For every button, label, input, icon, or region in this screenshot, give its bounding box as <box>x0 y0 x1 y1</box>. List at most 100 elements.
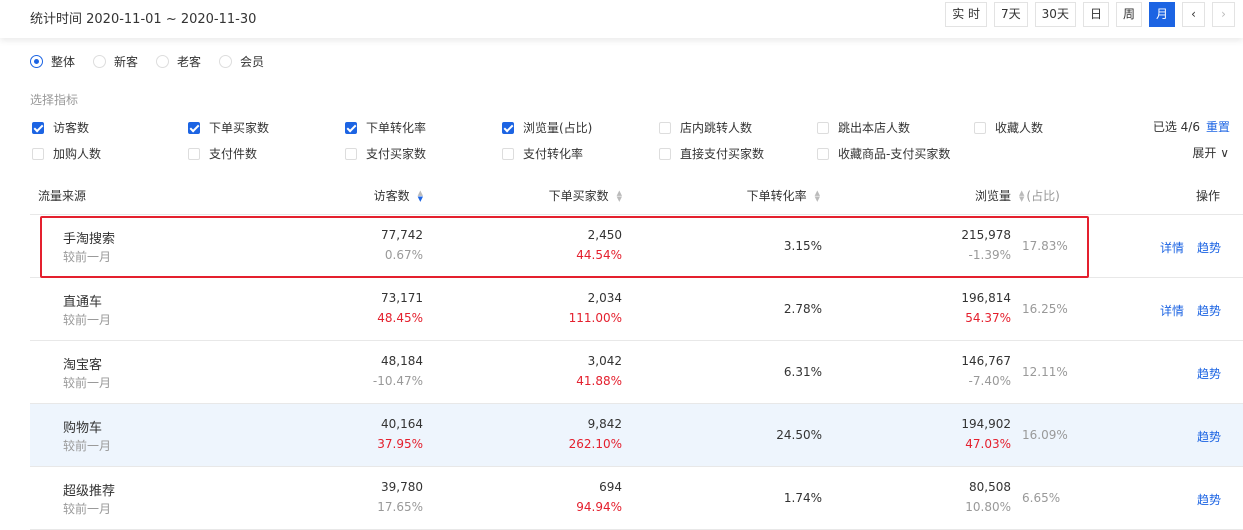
period-7d-button[interactable]: 7天 <box>994 2 1028 27</box>
buyers-change: 41.88% <box>576 374 622 388</box>
metric-checkbox[interactable]: 浏览量(占比) <box>502 119 592 136</box>
col-source: 流量来源 <box>38 189 87 203</box>
compare-label: 较前一月 <box>63 439 112 453</box>
metric-checkbox[interactable]: 下单转化率 <box>345 119 426 136</box>
reset-link[interactable]: 重置 <box>1205 120 1230 134</box>
compare-label: 较前一月 <box>63 502 112 516</box>
metric-label: 店内跳转人数 <box>680 121 753 135</box>
expand-toggle[interactable]: 展开 ∨ <box>1192 146 1229 160</box>
table-row: 直通车 较前一月 73,171 48.45% 2,034 111.00% 2.7… <box>30 278 1243 340</box>
sort-icon[interactable]: ▲ ▼ <box>814 188 820 203</box>
metric-checkbox[interactable]: 收藏商品-支付买家数 <box>817 145 950 162</box>
conversion-rate: 2.78% <box>783 302 822 316</box>
period-30d-button[interactable]: 30天 <box>1034 2 1076 27</box>
views-change: 54.37% <box>965 311 1011 325</box>
segment-label: 整体 <box>51 55 76 69</box>
source-name: 淘宝客 <box>63 358 103 373</box>
metric-checkbox[interactable]: 跳出本店人数 <box>817 119 910 136</box>
metric-label: 收藏商品-支付买家数 <box>838 147 951 161</box>
sort-icon[interactable]: ▲ ▼ <box>1019 188 1025 203</box>
segment-label: 会员 <box>240 55 265 69</box>
visitors-value: 48,184 <box>381 354 423 368</box>
radio-icon <box>156 55 170 68</box>
visitors-value: 40,164 <box>381 417 423 431</box>
visitors-change: 48.45% <box>377 311 423 325</box>
trend-link[interactable]: 趋势 <box>1197 241 1222 255</box>
views-value: 146,767 <box>961 354 1011 368</box>
visitors-change: 37.95% <box>377 437 423 451</box>
buyers-change: 94.94% <box>576 500 622 514</box>
metric-checkbox[interactable]: 直接支付买家数 <box>659 145 764 162</box>
segment-label: 新客 <box>114 55 139 69</box>
buyers-value: 694 <box>599 480 622 494</box>
col-label: 浏览量 <box>975 189 1012 203</box>
trend-link[interactable]: 趋势 <box>1197 367 1222 381</box>
conversion-rate: 24.50% <box>776 428 822 442</box>
segment-all[interactable]: 整体 <box>30 53 75 70</box>
period-month-button[interactable]: 月 <box>1148 2 1175 27</box>
segment-label: 老客 <box>177 55 202 69</box>
views-value: 80,508 <box>969 480 1011 494</box>
checkbox-icon <box>817 147 829 160</box>
conversion-rate: 6.31% <box>783 365 822 379</box>
metric-checkbox[interactable]: 店内跳转人数 <box>659 119 752 136</box>
visitors-value: 73,171 <box>381 291 423 305</box>
checkbox-icon <box>345 121 357 134</box>
table-row: 淘宝客 较前一月 48,184 -10.47% 3,042 41.88% 6.3… <box>30 341 1243 403</box>
period-day-button[interactable]: 日 <box>1082 2 1109 27</box>
detail-link[interactable]: 详情 <box>1160 241 1185 255</box>
prev-period-button[interactable]: ‹ <box>1182 2 1205 27</box>
metric-checkbox[interactable]: 收藏人数 <box>974 119 1043 136</box>
source-name: 购物车 <box>63 421 103 436</box>
metric-label: 收藏人数 <box>995 121 1044 135</box>
segment-returning[interactable]: 老客 <box>156 53 201 70</box>
views-value: 215,978 <box>961 228 1011 242</box>
metric-checkbox[interactable]: 访客数 <box>32 119 89 136</box>
next-period-button[interactable]: › <box>1212 2 1235 27</box>
period-week-button[interactable]: 周 <box>1115 2 1142 27</box>
metric-label: 下单转化率 <box>366 121 427 135</box>
col-label: 下单买家数 <box>548 189 609 203</box>
metric-checkbox[interactable]: 支付转化率 <box>502 145 583 162</box>
buyers-change: 44.54% <box>576 248 622 262</box>
compare-label: 较前一月 <box>63 250 112 264</box>
metric-checkbox[interactable]: 支付件数 <box>188 145 257 162</box>
checkbox-icon <box>502 147 514 160</box>
metric-checkbox[interactable]: 下单买家数 <box>188 119 269 136</box>
col-visitors[interactable]: 访客数 ▲ ▼ <box>374 187 423 204</box>
col-conversion[interactable]: 下单转化率 ▲ ▼ <box>747 187 820 204</box>
metric-label: 访客数 <box>53 121 90 135</box>
conversion-rate: 3.15% <box>783 239 822 253</box>
segment-member[interactable]: 会员 <box>219 53 264 70</box>
metrics-label: 选择指标 <box>30 93 79 107</box>
views-change: -7.40% <box>968 374 1011 388</box>
buyers-value: 3,042 <box>587 354 622 368</box>
views-value: 194,902 <box>961 417 1011 431</box>
checkbox-icon <box>659 121 671 134</box>
checkbox-icon <box>345 147 357 160</box>
views-share: 6.65% <box>1022 491 1061 505</box>
col-views[interactable]: 浏览量 ▲ ▼ (占比) <box>975 187 1060 204</box>
metric-checkbox[interactable]: 加购人数 <box>32 145 101 162</box>
trend-link[interactable]: 趋势 <box>1197 493 1222 507</box>
sort-icon[interactable]: ▲ ▼ <box>417 188 423 203</box>
header-divider <box>30 214 1243 215</box>
sort-icon[interactable]: ▲ ▼ <box>616 188 622 203</box>
trend-link[interactable]: 趋势 <box>1197 430 1222 444</box>
radio-icon <box>30 55 43 68</box>
checkbox-icon <box>188 121 200 134</box>
radio-icon <box>219 55 233 68</box>
period-realtime-button[interactable]: 实 时 <box>945 2 988 27</box>
table-row: 购物车 较前一月 40,164 37.95% 9,842 262.10% 24.… <box>30 404 1243 466</box>
metric-checkbox[interactable]: 支付买家数 <box>345 145 426 162</box>
buyers-value: 2,450 <box>587 228 622 242</box>
highlight-box <box>40 216 1089 278</box>
col-buyers[interactable]: 下单买家数 ▲ ▼ <box>549 187 622 204</box>
detail-link[interactable]: 详情 <box>1160 304 1185 318</box>
metric-label: 浏览量(占比) <box>523 121 593 135</box>
checkbox-icon <box>188 147 200 160</box>
trend-link[interactable]: 趋势 <box>1197 304 1222 318</box>
segment-new[interactable]: 新客 <box>93 53 138 70</box>
radio-icon <box>93 55 107 68</box>
buyers-value: 9,842 <box>587 417 622 431</box>
